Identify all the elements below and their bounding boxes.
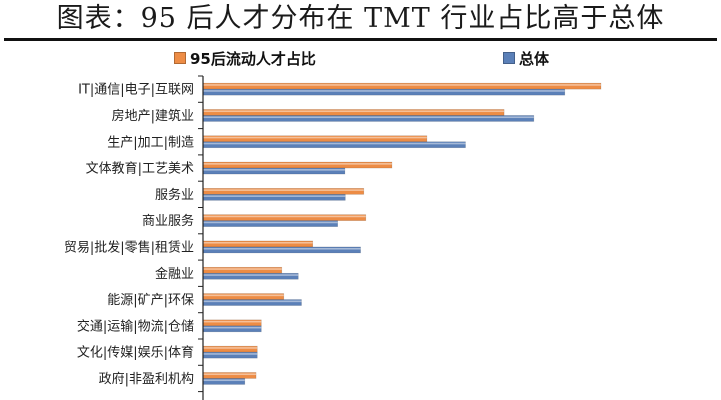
bar-series-2-9 — [202, 325, 262, 333]
category-label-4: 服务业 — [155, 187, 194, 203]
category-label-5: 商业服务 — [142, 213, 194, 229]
bar-highlight-1-9 — [203, 326, 262, 329]
category-label-6: 贸易|批发|零售|租赁业 — [64, 239, 194, 255]
bar-series-2-4 — [202, 194, 346, 201]
category-label-3: 文体教育|工艺美术 — [86, 161, 194, 177]
bar-series-1-4 — [202, 188, 365, 195]
bar-series-1-11 — [202, 372, 257, 379]
bar-highlight-1-6 — [203, 247, 361, 250]
category-label-11: 政府|非盈利机构 — [99, 372, 194, 387]
bar-highlight-1-7 — [203, 274, 299, 276]
axis-group — [198, 75, 204, 400]
category-label-8: 能源|矿产|环保 — [107, 293, 194, 308]
legend: 95后流动人才占比 总体 — [0, 47, 721, 69]
legend-item-series-1: 95后流动人才占比 — [174, 47, 316, 69]
category-label-10: 文化|传媒|娱乐|体育 — [77, 345, 194, 361]
category-labels-group: IT|通信|电子|互联网房地产|建筑业生产|加工|制造文体教育|工艺美术服务业商… — [64, 83, 194, 387]
bar-highlight-0-0 — [203, 84, 601, 86]
bar-series-2-5 — [202, 220, 338, 227]
legend-label-series-2: 总体 — [519, 49, 550, 68]
bar-series-1-5 — [202, 214, 367, 221]
bar-highlight-1-0 — [203, 90, 565, 92]
bar-highlight-0-1 — [203, 110, 505, 113]
legend-label-series-1: 95后流动人才占比 — [190, 49, 316, 68]
category-label-9: 交通|运输|物流|仓储 — [77, 318, 194, 334]
bar-highlight-0-2 — [203, 136, 427, 139]
bar-highlight-0-11 — [203, 373, 257, 376]
bar-series-1-6 — [202, 240, 314, 248]
bar-highlight-0-4 — [203, 189, 364, 191]
bar-series-1-9 — [202, 319, 262, 327]
bar-series-1-2 — [202, 135, 428, 143]
bar-series-2-10 — [202, 351, 258, 359]
bar-highlight-0-7 — [203, 268, 282, 270]
bar-series-1-3 — [202, 161, 393, 169]
bar-highlight-0-5 — [203, 215, 366, 218]
bar-series-2-3 — [202, 167, 346, 175]
bar-highlight-1-4 — [203, 195, 346, 197]
bar-series-1-10 — [202, 345, 258, 353]
bar-series-2-11 — [202, 378, 246, 385]
bar-series-2-2 — [202, 141, 466, 149]
bar-highlight-1-5 — [203, 221, 338, 224]
bar-highlight-0-8 — [203, 294, 284, 297]
bar-highlight-1-11 — [203, 379, 245, 382]
bar-series-1-0 — [202, 82, 602, 90]
category-label-0: IT|通信|电子|互联网 — [78, 83, 194, 98]
bars-group — [202, 82, 602, 385]
bar-highlight-0-9 — [203, 320, 262, 323]
bar-highlight-0-3 — [203, 163, 392, 165]
bar-series-2-0 — [202, 88, 566, 96]
title-divider — [4, 38, 717, 41]
bar-highlight-1-8 — [203, 300, 302, 303]
category-label-7: 金融业 — [155, 266, 194, 282]
bar-series-2-6 — [202, 246, 361, 254]
chart-title: 图表：95 后人才分布在 TMT 行业占比高于总体 — [56, 3, 665, 34]
bar-highlight-1-10 — [203, 353, 258, 355]
bar-series-1-1 — [202, 109, 505, 116]
bar-highlight-1-3 — [203, 169, 345, 171]
bar-series-2-8 — [202, 299, 302, 306]
bar-highlight-1-2 — [203, 142, 466, 145]
category-label-1: 房地产|建筑业 — [112, 108, 194, 124]
bar-series-2-1 — [202, 115, 535, 122]
bar-highlight-0-10 — [203, 347, 258, 349]
bar-highlight-1-1 — [203, 116, 534, 119]
legend-swatch-series-2 — [503, 52, 515, 64]
bar-series-1-7 — [202, 266, 283, 274]
category-label-2: 生产|加工|制造 — [107, 135, 194, 150]
legend-swatch-series-1 — [174, 52, 186, 64]
legend-item-series-2: 总体 — [503, 47, 549, 69]
bar-series-2-7 — [202, 272, 299, 280]
bar-highlight-0-6 — [203, 241, 313, 244]
bar-series-1-8 — [202, 293, 285, 300]
